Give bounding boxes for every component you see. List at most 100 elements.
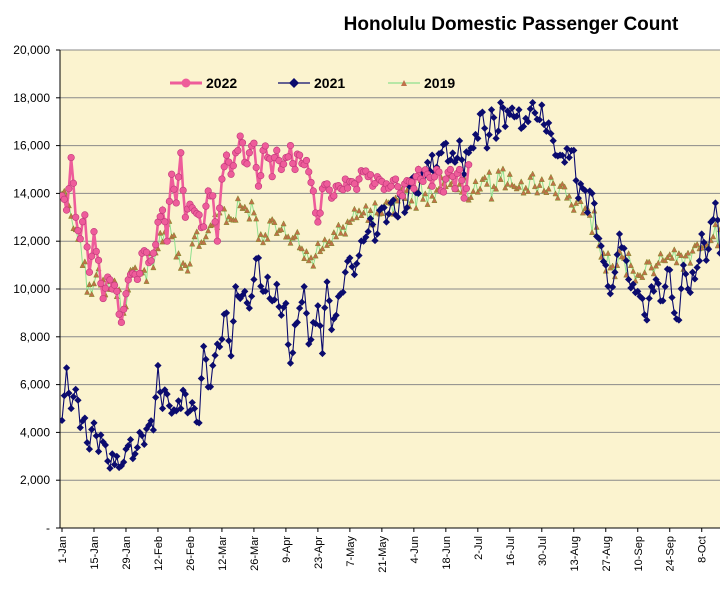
data-point: [293, 318, 301, 327]
data-point: [495, 167, 502, 174]
data-point: [191, 233, 198, 240]
data-point: [414, 189, 423, 197]
legend-marker: [289, 78, 299, 88]
data-point: [165, 402, 173, 410]
data-point: [170, 185, 178, 193]
data-point: [149, 249, 157, 257]
data-point: [238, 139, 247, 147]
data-point: [455, 165, 464, 174]
x-tick-label: 13-Aug: [569, 536, 581, 571]
data-point: [142, 248, 151, 256]
data-point: [211, 218, 219, 226]
data-point: [136, 428, 144, 436]
data-point: [301, 254, 308, 261]
data-point: [483, 180, 490, 187]
data-point: [246, 215, 253, 222]
data-point: [570, 206, 577, 213]
y-tick-label: 8,000: [20, 330, 50, 344]
data-point: [302, 156, 311, 165]
data-point: [648, 264, 655, 271]
data-point: [407, 178, 416, 186]
data-point: [147, 257, 155, 265]
data-point: [248, 198, 255, 205]
data-point: [150, 264, 157, 271]
data-point: [531, 183, 538, 190]
data-point: [666, 266, 674, 274]
data-point: [641, 311, 649, 319]
data-point: [639, 273, 646, 280]
data-point: [216, 343, 224, 351]
data-point: [76, 235, 84, 243]
data-point: [372, 199, 379, 206]
data-point: [229, 162, 237, 170]
data-point: [218, 175, 226, 183]
data-point: [355, 175, 363, 183]
data-point: [350, 271, 359, 279]
data-point: [581, 186, 589, 195]
x-tick-label: 4-Jun: [409, 536, 421, 564]
data-point: [378, 209, 385, 216]
data-point: [291, 321, 299, 329]
data-point: [287, 239, 294, 246]
data-point: [645, 294, 653, 303]
data-point: [364, 228, 372, 236]
x-tick-label: 2-Jul: [473, 536, 485, 560]
data-point: [520, 189, 527, 196]
data-point: [205, 227, 212, 234]
data-point: [430, 173, 439, 181]
data-point: [625, 275, 633, 284]
data-point: [627, 284, 635, 292]
data-point: [273, 280, 281, 288]
data-point: [613, 251, 621, 259]
data-point: [609, 283, 617, 291]
data-point: [170, 231, 177, 238]
data-point: [253, 215, 260, 222]
data-point: [149, 426, 157, 434]
data-point: [478, 108, 486, 116]
data-point: [161, 218, 169, 226]
data-point: [333, 233, 340, 240]
data-point: [439, 188, 448, 196]
data-point: [330, 192, 338, 200]
x-tick-label: 1-Jan: [57, 536, 69, 564]
data-point: [394, 213, 402, 221]
data-point: [531, 109, 539, 117]
data-point: [241, 287, 249, 295]
data-point: [332, 311, 340, 319]
data-point: [241, 203, 248, 210]
data-point: [232, 216, 239, 223]
data-point: [460, 170, 468, 178]
data-point: [168, 409, 176, 417]
data-point: [685, 249, 692, 256]
data-point: [606, 290, 614, 298]
data-point: [609, 262, 616, 269]
data-point: [654, 280, 662, 288]
data-point: [179, 186, 187, 194]
data-point: [487, 106, 496, 114]
data-point: [545, 185, 552, 192]
data-point: [126, 435, 135, 444]
data-point: [371, 236, 379, 245]
data-point: [712, 221, 719, 228]
data-point: [250, 139, 258, 147]
data-point: [323, 180, 331, 188]
data-point: [234, 292, 242, 300]
data-point: [222, 309, 231, 317]
x-tick-label: 9-Apr: [281, 536, 293, 563]
data-point: [494, 127, 502, 135]
data-point: [65, 185, 73, 193]
data-point: [186, 260, 193, 267]
data-point: [291, 165, 299, 174]
data-point: [200, 223, 208, 231]
data-point: [261, 142, 269, 150]
data-point: [506, 170, 513, 177]
data-point: [668, 293, 676, 302]
data-point: [158, 404, 167, 413]
x-tick-label: 21-May: [377, 536, 389, 573]
data-point: [499, 165, 506, 172]
data-point: [577, 198, 584, 205]
data-point: [474, 134, 482, 143]
data-point: [641, 269, 648, 276]
data-point: [348, 263, 356, 271]
